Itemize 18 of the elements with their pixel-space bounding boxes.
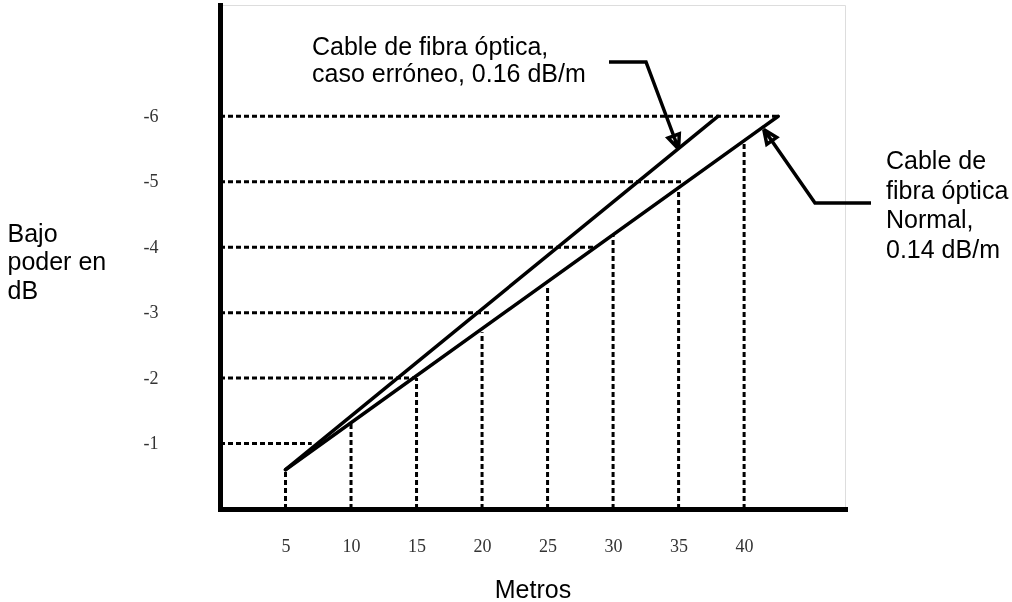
x-tick-label: 15	[408, 535, 427, 556]
y-axis-title: Bajo poder en dB	[7, 218, 107, 304]
x-tick-label: 5	[281, 535, 291, 556]
annotation: Cable de fibra óptica, caso erróneo, 0.16 dB/m	[312, 32, 586, 87]
x-tick-label: 30	[604, 535, 623, 556]
x-tick-label: 40	[735, 535, 754, 556]
y-tick-label: -3	[143, 302, 159, 323]
x-axis-title: Metros	[494, 574, 572, 602]
y-tick-label: -1	[143, 433, 159, 454]
x-tick-label: 10	[342, 535, 361, 556]
x-tick-label: 35	[670, 535, 689, 556]
y-tick-label: -6	[143, 105, 159, 126]
y-tick-label: -2	[143, 367, 159, 388]
y-tick-label: -5	[143, 171, 159, 192]
x-tick-label: 25	[539, 535, 558, 556]
x-tick-label: 20	[473, 535, 492, 556]
y-tick-label: -4	[143, 236, 159, 257]
annotation: Cable de fibra óptica Normal, 0.14 dB/m	[886, 146, 1009, 263]
